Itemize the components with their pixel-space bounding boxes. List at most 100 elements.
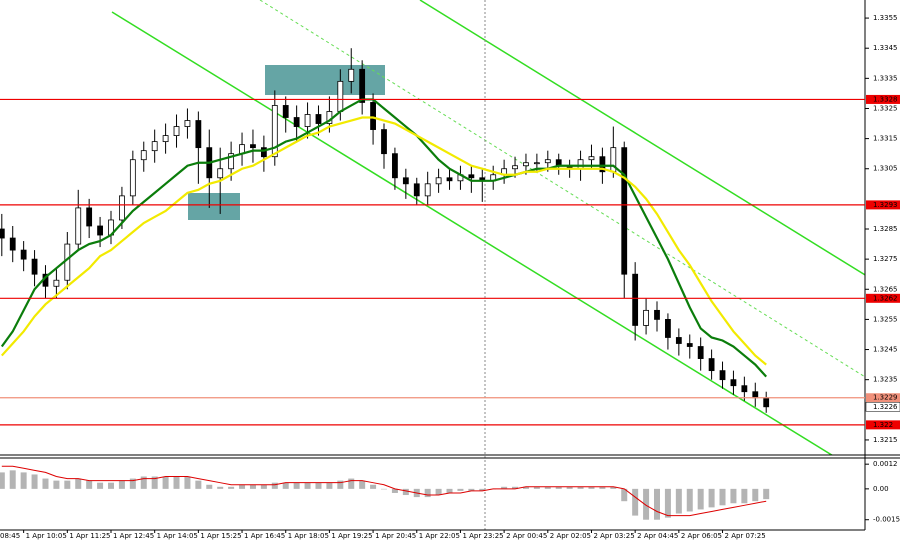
x-tick-label: 2 Apr 03:25 <box>593 532 634 540</box>
candle-body <box>675 337 682 344</box>
level-label: 1.322 <box>873 421 893 429</box>
macd-bar <box>424 488 431 498</box>
level-label-box <box>866 200 900 210</box>
candle-body <box>359 68 366 103</box>
candle-body <box>392 153 398 179</box>
macd-bar <box>457 488 464 491</box>
y-tick-label: 1.3325 <box>873 104 898 112</box>
macd-bar <box>359 480 366 489</box>
macd-bar <box>730 488 737 504</box>
level-label-box <box>866 293 900 303</box>
candle-body <box>53 279 60 287</box>
macd-bar <box>206 484 213 489</box>
macd-bar <box>118 480 125 489</box>
macd-bar <box>0 472 5 489</box>
macd-bar <box>402 488 409 496</box>
x-tick-label: 08:45 <box>0 532 20 540</box>
x-tick-label: 2 Apr 07:25 <box>725 532 766 540</box>
candle-body <box>544 159 551 164</box>
x-tick-label: 1 Apr 14:05 <box>157 532 198 540</box>
macd-bar <box>697 488 704 510</box>
y-tick-label: 1.3335 <box>873 74 898 82</box>
candle-body <box>20 249 27 260</box>
macd-bar <box>337 480 344 489</box>
x-tick-label: 1 Apr 22:05 <box>419 532 460 540</box>
candle-body <box>588 156 595 161</box>
macd-bar <box>129 478 136 489</box>
candle-body <box>304 114 311 127</box>
candle-body <box>402 177 409 185</box>
candle-body <box>512 165 518 170</box>
y-tick-label: 1.3315 <box>873 135 898 143</box>
candle-body <box>162 135 169 143</box>
level-label: 1.3293 <box>873 201 898 209</box>
y-tick-label: 1.3305 <box>873 165 898 173</box>
moving-average <box>0 116 767 366</box>
x-tick-label: 1 Apr 11:25 <box>69 532 110 540</box>
y-tick-label: -0.0015 <box>873 516 900 524</box>
macd-bar <box>75 478 82 489</box>
macd-bar <box>53 480 60 489</box>
candle-body <box>151 141 158 152</box>
candle-body <box>697 346 704 359</box>
y-tick-label: 1.3215 <box>873 436 898 444</box>
candle-body <box>665 319 671 338</box>
level-label-box <box>866 393 900 403</box>
macd-bar <box>282 482 289 489</box>
macd-bar <box>675 488 682 514</box>
channel-line <box>419 0 865 276</box>
candle-body <box>741 385 748 393</box>
y-tick-label: 1.3285 <box>873 225 898 233</box>
macd-bar <box>664 488 671 518</box>
candle-body <box>599 156 606 173</box>
x-tick-label: 2 Apr 04:45 <box>637 532 678 540</box>
candle-body <box>468 174 475 179</box>
macd-bar <box>108 482 114 489</box>
candle-body <box>64 243 71 281</box>
macd-bar <box>468 488 475 491</box>
candle-body <box>86 207 93 227</box>
candle-body <box>533 162 540 165</box>
y-tick-label: 0.00 <box>873 485 889 493</box>
macd-bar <box>446 488 453 493</box>
macd-bar <box>512 486 519 489</box>
candle-body <box>250 144 256 149</box>
macd-bar <box>260 484 267 489</box>
macd-bar <box>195 480 202 489</box>
candle-body <box>752 391 759 399</box>
zone-box <box>188 193 240 220</box>
macd-bar <box>708 488 715 508</box>
macd-bar <box>599 486 606 489</box>
macd-bar <box>173 476 180 489</box>
candle-body <box>708 358 715 372</box>
macd-bar <box>348 478 355 489</box>
candle-body <box>184 120 191 127</box>
candle-body <box>293 117 300 127</box>
macd-bar <box>20 472 27 489</box>
macd-bar <box>217 486 224 489</box>
candle-body <box>337 80 344 112</box>
macd-bar <box>501 486 508 489</box>
macd-bar <box>391 488 398 493</box>
candle-body <box>271 105 278 158</box>
candle-body <box>260 147 267 158</box>
candle-body <box>632 273 639 326</box>
candle-body <box>763 397 770 408</box>
candle-body <box>523 162 529 167</box>
plot-area <box>0 48 770 413</box>
x-tick-label: 1 Apr 20:45 <box>375 532 416 540</box>
level-label: 1.3328 <box>873 95 898 103</box>
macd-bar <box>686 488 693 512</box>
candle-body <box>424 183 431 197</box>
macd-bar <box>140 476 147 489</box>
macd-bar <box>544 486 551 489</box>
moving-average <box>0 98 768 378</box>
macd-bar <box>97 482 104 489</box>
x-tick-label: 1 Apr 16:45 <box>244 532 285 540</box>
candle-body <box>129 159 136 197</box>
macd-bar <box>64 480 71 489</box>
candle-body <box>654 309 660 320</box>
bid-label: 1.3226 <box>873 403 898 411</box>
macd-bar <box>752 488 759 502</box>
macd-bar <box>162 476 169 489</box>
